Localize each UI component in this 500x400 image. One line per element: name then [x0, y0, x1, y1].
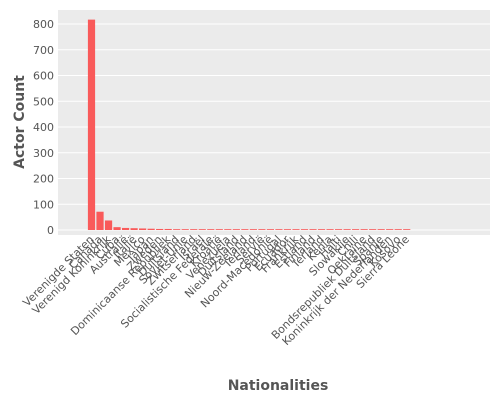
bar: [360, 229, 368, 230]
y-axis-label: Actor Count: [12, 75, 28, 169]
y-tick-label: 300: [33, 147, 54, 160]
y-tick-label: 100: [33, 198, 54, 211]
bar: [224, 229, 232, 230]
bar: [343, 229, 351, 230]
y-tick-label: 500: [33, 95, 54, 108]
bar: [309, 229, 317, 230]
bar: [96, 211, 104, 230]
bar: [283, 229, 292, 230]
bar: [87, 19, 96, 231]
bar: [352, 229, 360, 230]
bar: [121, 227, 130, 230]
grid-lines: [58, 23, 490, 231]
y-tick-label: 0: [47, 224, 54, 237]
bar: [258, 229, 266, 230]
bar: [198, 229, 206, 230]
bar: [232, 229, 240, 230]
bar: [130, 228, 138, 230]
bar: [207, 229, 215, 230]
plot-panel: [58, 10, 490, 235]
bar: [164, 228, 172, 230]
bar: [334, 229, 343, 230]
bar: [292, 229, 300, 230]
bar: [369, 229, 377, 230]
bar: [394, 229, 402, 230]
bar: [266, 229, 275, 230]
bar: [241, 229, 249, 230]
y-tick-label: 400: [33, 121, 54, 134]
y-tick-label: 600: [33, 70, 54, 83]
bar: [181, 229, 189, 230]
bar: [386, 229, 394, 230]
bar: [190, 229, 198, 230]
bar: [173, 229, 181, 230]
bar: [326, 229, 334, 230]
bar: [139, 228, 147, 230]
y-tick-label: 800: [33, 18, 54, 31]
y-tick-label: 200: [33, 173, 54, 186]
bar: [249, 229, 257, 230]
bar: [300, 229, 309, 230]
bar: [156, 228, 164, 230]
bar: [275, 229, 283, 230]
bars: [87, 19, 411, 231]
bar: [317, 229, 326, 230]
y-tick-label: 700: [33, 44, 54, 57]
bar: [104, 220, 113, 230]
bar: [147, 228, 155, 230]
bar: [377, 229, 385, 230]
bar: [215, 229, 223, 230]
y-axis-ticks: 0 100 200 300 400 500 600 700 800: [33, 18, 54, 237]
bar: [113, 227, 121, 230]
x-axis-label: Nationalities: [228, 378, 329, 394]
bar: [403, 229, 411, 230]
